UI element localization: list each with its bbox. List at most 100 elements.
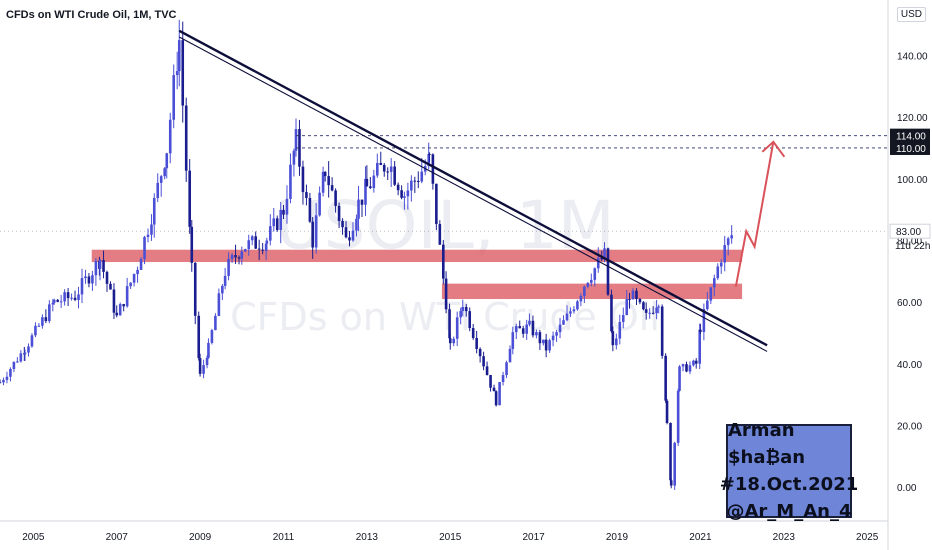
currency-selector[interactable]: USD bbox=[896, 7, 926, 22]
candle bbox=[406, 182, 410, 210]
candle-body bbox=[681, 364, 685, 367]
candle bbox=[538, 329, 542, 350]
candle-body bbox=[660, 306, 664, 356]
candle bbox=[217, 288, 221, 317]
candle bbox=[91, 270, 94, 291]
candle bbox=[631, 288, 635, 300]
candle-body bbox=[314, 215, 318, 248]
candle-body bbox=[669, 422, 672, 481]
candle bbox=[143, 235, 146, 265]
candle bbox=[448, 332, 452, 350]
candle bbox=[355, 214, 358, 237]
candle bbox=[294, 118, 298, 157]
candle-body bbox=[427, 153, 431, 167]
candle-body bbox=[676, 390, 680, 443]
candle-body bbox=[478, 348, 482, 357]
projection-arrowhead bbox=[761, 140, 786, 158]
candle bbox=[625, 290, 629, 316]
candle bbox=[593, 267, 597, 287]
candle bbox=[678, 365, 681, 392]
candle bbox=[514, 323, 518, 340]
candle-body bbox=[344, 227, 348, 238]
candle-body bbox=[190, 226, 194, 263]
candle-body bbox=[678, 366, 681, 391]
candle bbox=[669, 422, 672, 482]
candle bbox=[5, 371, 9, 384]
candle-body bbox=[468, 311, 472, 329]
candle-body bbox=[606, 248, 610, 295]
candle bbox=[518, 320, 522, 329]
candle bbox=[482, 351, 485, 371]
candle-body bbox=[431, 154, 435, 184]
candle-body bbox=[364, 178, 367, 205]
candle bbox=[351, 222, 355, 242]
candle-body bbox=[600, 257, 604, 260]
candle-body bbox=[448, 309, 451, 339]
candle bbox=[122, 303, 125, 312]
candle bbox=[210, 328, 214, 345]
candle-body bbox=[298, 129, 301, 167]
candle bbox=[665, 399, 669, 425]
candle bbox=[702, 303, 706, 341]
candle bbox=[521, 325, 525, 338]
candle bbox=[730, 225, 733, 244]
candle bbox=[673, 441, 676, 490]
candle-body bbox=[279, 209, 283, 230]
candle bbox=[197, 311, 201, 361]
price-tick: 20.00 bbox=[897, 421, 922, 432]
candle bbox=[382, 162, 386, 177]
candle-body bbox=[726, 238, 730, 246]
price-tick: 120.00 bbox=[897, 113, 928, 124]
candle-body bbox=[234, 255, 237, 258]
candle-body bbox=[688, 365, 692, 372]
candle bbox=[37, 323, 41, 328]
candle bbox=[606, 247, 610, 296]
candle bbox=[464, 303, 468, 317]
candle-body bbox=[518, 326, 522, 329]
candle-body bbox=[0, 382, 2, 384]
candle-body bbox=[51, 302, 55, 305]
candle-body bbox=[163, 168, 166, 177]
candle bbox=[365, 165, 369, 187]
candle bbox=[393, 161, 396, 186]
candle bbox=[400, 185, 403, 200]
candle bbox=[375, 153, 379, 178]
candle-body bbox=[655, 307, 658, 314]
candle bbox=[511, 326, 515, 355]
candle-body bbox=[247, 240, 251, 250]
candle-body bbox=[521, 328, 525, 334]
candle bbox=[535, 329, 538, 339]
candle bbox=[334, 188, 337, 213]
candle-body bbox=[644, 309, 648, 313]
candle-body bbox=[237, 257, 241, 259]
candle-body bbox=[318, 192, 321, 216]
candle-body bbox=[514, 326, 518, 333]
candle-body bbox=[327, 176, 330, 186]
candle-body bbox=[56, 299, 59, 302]
candle-body bbox=[389, 166, 393, 172]
candle-body bbox=[112, 289, 116, 313]
candle bbox=[84, 269, 87, 284]
candle bbox=[265, 237, 269, 252]
candle bbox=[77, 286, 80, 309]
candle bbox=[223, 267, 227, 290]
candle bbox=[34, 322, 37, 338]
price-tick: 80.00 bbox=[897, 236, 922, 247]
candle-body bbox=[448, 338, 452, 344]
candle bbox=[321, 166, 325, 197]
candle-body bbox=[150, 224, 153, 235]
candle bbox=[455, 311, 459, 346]
candle-body bbox=[590, 279, 593, 283]
candle-body bbox=[372, 175, 376, 189]
price-label-bg bbox=[889, 223, 931, 239]
candle-body bbox=[188, 170, 191, 227]
candle bbox=[586, 282, 590, 289]
candle bbox=[136, 266, 139, 283]
price-label-83.00: 83.00 bbox=[889, 223, 931, 239]
candle bbox=[719, 259, 723, 274]
candle-body bbox=[202, 365, 205, 374]
candle bbox=[651, 306, 655, 315]
candle-body bbox=[184, 105, 188, 171]
candle-body bbox=[369, 186, 372, 189]
